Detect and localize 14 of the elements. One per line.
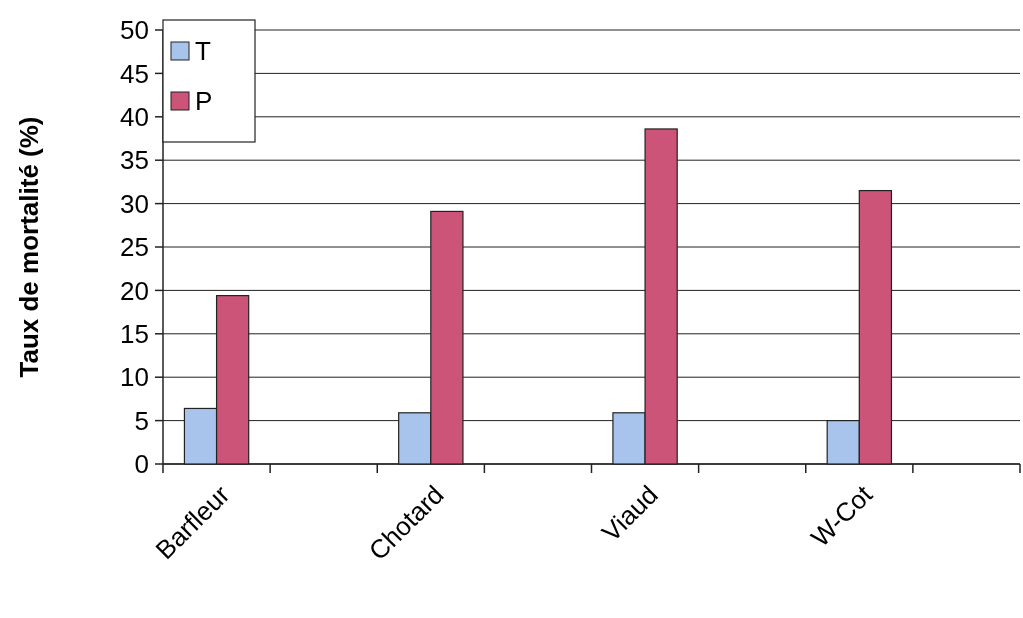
y-tick-label: 50 [120, 15, 149, 46]
y-tick-label: 40 [120, 101, 149, 132]
y-tick-label: 25 [120, 232, 149, 263]
y-tick-label: 35 [120, 145, 149, 176]
y-tick-label: 0 [134, 449, 149, 480]
y-tick-label: 45 [120, 58, 149, 89]
y-tick-label: 5 [134, 405, 149, 436]
y-tick-label: 15 [120, 318, 149, 349]
y-tick-label: 30 [120, 188, 149, 219]
y-tick-label: 10 [120, 362, 149, 393]
legend-label: T [195, 36, 211, 67]
y-tick-label: 20 [120, 275, 149, 306]
legend-label: P [195, 86, 213, 117]
y-axis-title: Taux de mortalité (%) [14, 116, 44, 378]
